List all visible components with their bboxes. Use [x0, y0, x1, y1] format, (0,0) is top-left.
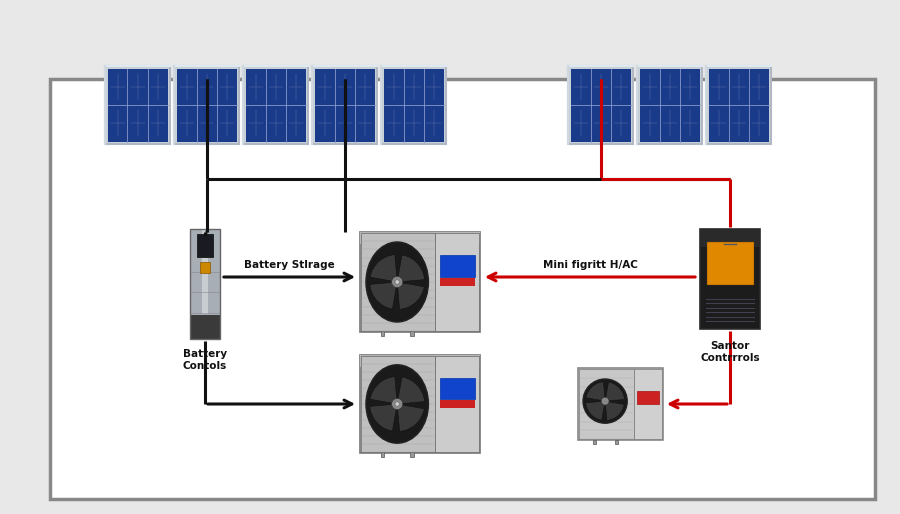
Bar [436, 233, 479, 331]
Circle shape [392, 277, 403, 288]
Bar [707, 242, 752, 284]
Ellipse shape [366, 365, 428, 443]
Bar [200, 262, 211, 273]
Bar [174, 66, 239, 144]
Bar [637, 66, 702, 144]
Bar [592, 439, 596, 444]
Bar [361, 356, 436, 452]
Bar [190, 229, 220, 339]
Bar [708, 68, 769, 141]
Wedge shape [605, 401, 625, 420]
Bar [312, 66, 377, 144]
Ellipse shape [366, 242, 428, 322]
Bar [190, 315, 220, 339]
Bar [440, 255, 474, 277]
Circle shape [395, 280, 400, 284]
Bar [50, 79, 875, 499]
Bar [196, 234, 213, 256]
Bar [243, 66, 308, 144]
Wedge shape [397, 255, 425, 282]
Circle shape [392, 398, 403, 410]
Wedge shape [370, 254, 397, 282]
Bar [579, 369, 634, 439]
Text: Battery Stlrage: Battery Stlrage [244, 260, 335, 270]
Text: Battery
Contols: Battery Contols [183, 349, 227, 371]
Bar [700, 229, 760, 247]
Bar [360, 355, 480, 453]
Bar [410, 331, 414, 336]
Bar [640, 68, 699, 141]
Bar [381, 66, 446, 144]
Bar [190, 229, 220, 315]
Bar [568, 66, 633, 144]
Bar [634, 369, 661, 439]
Bar [314, 68, 374, 141]
Bar [615, 439, 617, 444]
Bar [636, 391, 659, 404]
Bar [360, 232, 480, 332]
Bar [383, 68, 444, 141]
Bar [440, 378, 474, 399]
Wedge shape [586, 382, 605, 401]
Circle shape [583, 379, 627, 423]
Text: Mini figritt H/AC: Mini figritt H/AC [543, 260, 637, 270]
Circle shape [395, 402, 400, 406]
Circle shape [601, 397, 609, 405]
Wedge shape [370, 282, 397, 309]
Bar [571, 68, 631, 141]
Bar [700, 229, 760, 329]
Bar [440, 400, 474, 408]
Bar [440, 278, 474, 286]
Bar [706, 66, 771, 144]
Bar [246, 68, 305, 141]
Wedge shape [397, 377, 425, 404]
Bar [381, 452, 384, 457]
Bar [360, 232, 480, 244]
Wedge shape [370, 404, 397, 431]
Wedge shape [397, 282, 424, 309]
Wedge shape [397, 404, 424, 431]
Bar [107, 68, 167, 141]
Bar [578, 368, 662, 440]
Bar [105, 66, 170, 144]
Wedge shape [586, 401, 605, 420]
Text: Santor
Contrrrols: Santor Contrrrols [700, 341, 760, 362]
Wedge shape [605, 382, 625, 401]
Bar [360, 355, 480, 367]
Bar [381, 331, 384, 336]
Bar [410, 452, 414, 457]
Wedge shape [370, 377, 397, 404]
Bar [361, 233, 436, 331]
Bar [202, 230, 208, 314]
Bar [436, 356, 479, 452]
Bar [176, 68, 237, 141]
